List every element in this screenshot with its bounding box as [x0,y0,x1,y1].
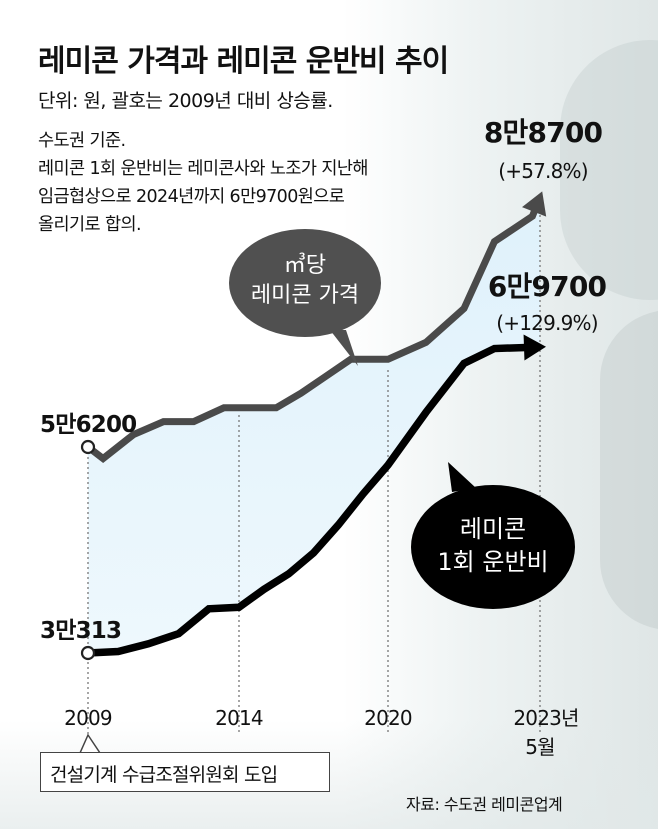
end-change-label: (+129.9%) [496,311,597,335]
background-photo-shade [560,40,658,300]
price-callout: ㎥당 레미콘 가격 [229,229,381,366]
annotation-pointer [78,733,102,754]
note-line: 올리기로 합의. [38,215,142,235]
background-photo-shade [600,310,658,630]
haul-callout: 레미콘 1회 운반비 [411,462,575,609]
series-arrowhead [523,334,546,361]
series-arrowhead [522,191,547,217]
series-start-marker [80,645,96,661]
x-tick-label: 2014 [215,706,263,730]
note-line: 수도권 기준. [38,131,126,151]
note-line: 레미콘 1회 운반비는 레미콘사와 노조가 지난해 [38,159,368,179]
end-value-label: 8만8700 [484,116,603,149]
series-layer [80,191,547,661]
end-change-label: (+57.8%) [498,159,588,183]
series-line [85,205,540,463]
start-value-label: 3만313 [40,618,121,644]
end-value-label: 6만9700 [488,270,607,303]
gridlines [87,215,541,735]
note-line: 임금협상으로 2024년까지 6만9700원으로 [38,187,345,207]
x-tick-label: 2009 [64,706,112,730]
x-tick-label: 5월 [525,735,555,759]
source-label: 자료: 수도권 레미콘업계 [406,795,563,814]
bubble-label: 레미콘 가격 [251,283,359,308]
annotation-label: 건설기계 수급조절위원회 도입 [50,764,278,786]
gap-area [88,197,540,653]
x-tick-label: 2023년 [513,706,578,730]
start-value-label: 5만6200 [40,412,136,438]
chart-title: 레미콘 가격과 레미콘 운반비 추이 [38,44,449,79]
bubble-label: ㎥당 [284,252,326,278]
x-tick-label: 2020 [364,706,412,730]
bubble-label: 레미콘 [460,515,526,543]
series-line [87,343,531,657]
unit-note: 단위: 원, 괄호는 2009년 대비 상승률. [38,90,333,112]
bubble-label: 1회 운반비 [437,548,548,576]
annotation-box [40,752,330,792]
series-start-marker [80,439,96,455]
